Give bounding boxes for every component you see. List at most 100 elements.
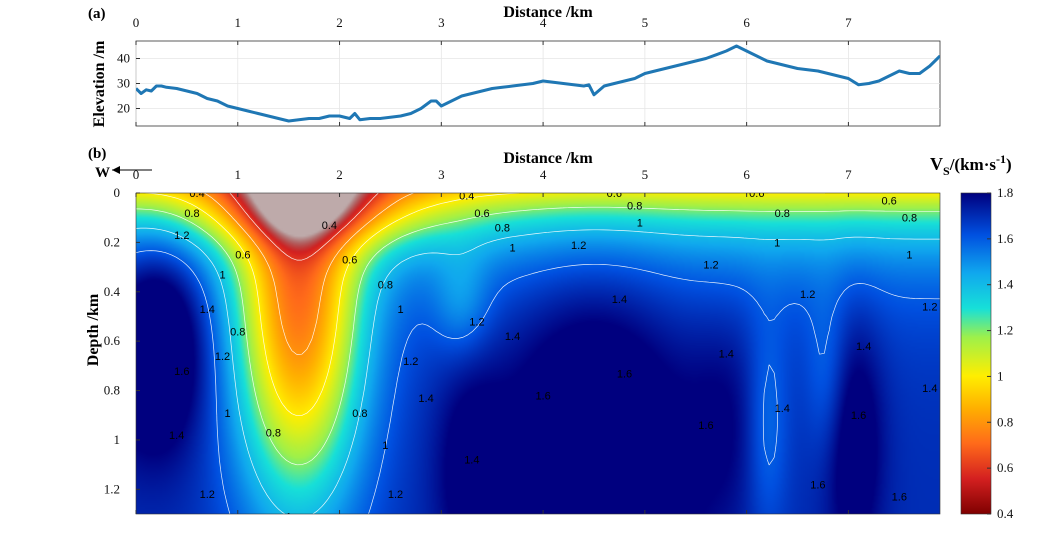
contour-label: 0.6 — [749, 188, 764, 200]
y-tick-label: 30 — [117, 76, 130, 91]
panel-b-y-ticks: 0 0.2 0.4 0.6 0.8 1 1.2 — [104, 185, 140, 496]
colorbar-tick-label: 1.8 — [997, 185, 1013, 200]
contour-label: 1.4 — [612, 294, 627, 306]
contour-label: 1 — [219, 269, 225, 281]
y-tick-label: 40 — [117, 51, 130, 66]
colorbar-title-main: V — [930, 154, 943, 174]
contour-label: 1 — [637, 218, 643, 230]
x-tick-label: 7 — [845, 167, 852, 182]
panel-a-xlabel: Distance /km — [503, 4, 593, 21]
panel-b-x-ticks: 0 1 2 3 4 5 6 7 — [133, 167, 852, 514]
contour-label: 0.4 — [189, 188, 204, 200]
x-tick-label: 4 — [540, 15, 547, 30]
panel-a-ylabel: Elevation /m — [91, 40, 108, 127]
elevation-line — [136, 44, 940, 123]
contour-label: 1.4 — [856, 341, 871, 353]
contour-line — [136, 250, 940, 514]
contour-line — [145, 193, 825, 417]
contour-label: 0.4 — [459, 190, 474, 202]
contour-label: 1.4 — [922, 383, 937, 395]
contour-label: 1.6 — [698, 420, 713, 432]
contour-label: 1.2 — [174, 230, 189, 242]
contour-label: 1.4 — [418, 393, 433, 405]
contour-lines — [136, 193, 940, 514]
x-tick-label: 1 — [235, 15, 242, 30]
velocity-field — [136, 193, 940, 514]
contour-label: 1.6 — [535, 390, 550, 402]
contour-label: 0.8 — [266, 428, 281, 440]
contour-label: 0.4 — [322, 220, 337, 232]
contour-label: 1.2 — [215, 351, 230, 363]
x-tick-label: 4 — [540, 167, 547, 182]
y-tick-label: 0.2 — [104, 234, 120, 249]
y-tick-label: 0.6 — [104, 333, 121, 348]
direction-label: W — [95, 165, 110, 181]
y-tick-label: 0 — [114, 185, 121, 200]
contour-label: 1 — [382, 440, 388, 452]
y-tick-label: 0.8 — [104, 383, 120, 398]
contour-label: 1.4 — [464, 455, 479, 467]
colorbar-tick-label: 0.8 — [997, 414, 1013, 429]
colorbar-title-end: ) — [1006, 155, 1012, 174]
contour-label: 1.4 — [505, 331, 520, 343]
contour-label: 1 — [398, 304, 404, 316]
contour-label: 1.6 — [892, 492, 907, 504]
contour-label: 1.2 — [403, 356, 418, 368]
contour-label: 0.6 — [235, 250, 250, 262]
panel-a-label: (a) — [88, 6, 106, 22]
x-tick-label: 3 — [438, 167, 445, 182]
y-tick-label: 0.4 — [104, 284, 121, 299]
contour-labels: 0.4 0.8 1.2 0.6 1 1.4 0.8 1.2 1.6 1 1.4 0.8 1.2 1 0.4 0… — [169, 188, 937, 523]
direction-arrow — [112, 166, 152, 174]
contour-label: 1.2 — [469, 316, 484, 328]
contour-label: 0.8 — [378, 279, 393, 291]
contour-label: 1.2 — [922, 302, 937, 314]
x-tick-label: 3 — [438, 15, 445, 30]
contour-label: 1 — [906, 250, 912, 262]
y-tick-label: 1.2 — [104, 481, 120, 496]
colorbar-tick-label: 0.4 — [997, 506, 1014, 521]
contour-line — [136, 227, 940, 514]
contour-label: 1 — [774, 237, 780, 249]
colorbar-ticks: 0.4 0.6 0.8 1 1.2 1.4 1.6 1.8 — [987, 185, 1014, 521]
contour-label: 0.8 — [230, 326, 245, 338]
contour-label: 1.2 — [388, 489, 403, 501]
colorbar-title: VS/(km·s-1) — [930, 152, 1012, 178]
contour-label: 0.8 — [352, 408, 367, 420]
colorbar-title-unit: /(km·s — [949, 155, 997, 174]
contour-label: 1.4 — [719, 349, 734, 361]
contour-label: 1.2 — [800, 289, 815, 301]
contour-label: 1 — [225, 408, 231, 420]
colorbar-tick-label: 0.6 — [997, 460, 1014, 475]
colorbar-tick-label: 1.4 — [997, 277, 1014, 292]
panel-b-label: (b) — [88, 146, 106, 162]
x-tick-label: 2 — [336, 167, 343, 182]
x-tick-label: 0 — [133, 167, 140, 182]
contour-label: 1.6 — [174, 366, 189, 378]
colorbar-tick-label: 1.6 — [997, 231, 1014, 246]
contour-label: 1 — [286, 511, 292, 523]
contour-line — [204, 193, 414, 355]
panel-a-x-ticks: 0 1 2 3 4 5 6 7 — [133, 15, 852, 126]
x-tick-label: 7 — [845, 15, 852, 30]
contour-label: 1.6 — [617, 368, 632, 380]
contour-label: 0.6 — [881, 195, 896, 207]
contour-label: 1 — [509, 242, 515, 254]
contour-label: 0.8 — [627, 200, 642, 212]
contour-label: 0.6 — [342, 255, 357, 267]
colorbar-tick-label: 1 — [997, 368, 1004, 383]
panel-b-frame — [135, 192, 941, 515]
contour-label: 1.2 — [200, 489, 215, 501]
x-tick-label: 0 — [133, 15, 140, 30]
y-tick-label: 20 — [117, 101, 130, 116]
panel-b-xlabel: Distance /km — [503, 150, 593, 167]
contour-line — [136, 206, 940, 466]
contour-label: 0.8 — [902, 213, 917, 225]
panel-b-ylabel: Depth /km — [85, 293, 102, 366]
velocity-heatmap: 0.4 0.8 1.2 0.6 1 1.4 0.8 1.2 1.6 1 1.4 0.8 1.2 1 0.4 0… — [136, 188, 940, 523]
x-tick-label: 5 — [642, 15, 649, 30]
contour-label: 1.2 — [571, 240, 586, 252]
contour-label: 0.8 — [775, 208, 790, 220]
contour-label: 1.4 — [775, 403, 790, 415]
